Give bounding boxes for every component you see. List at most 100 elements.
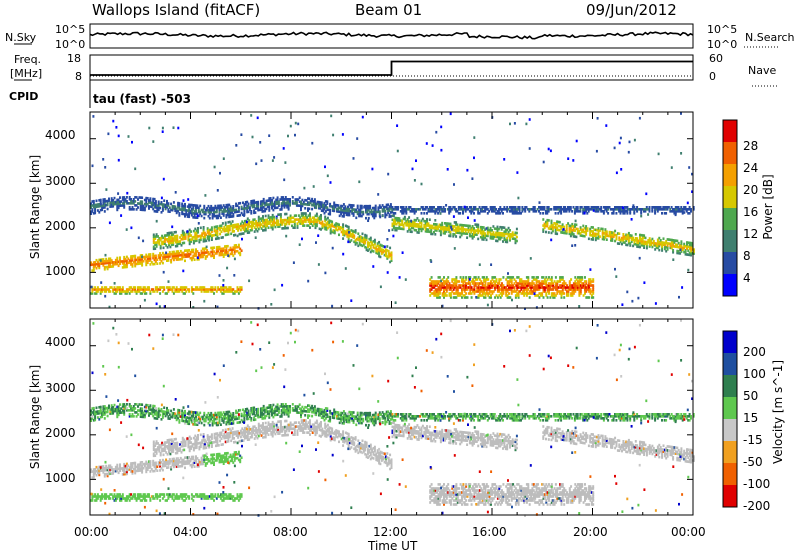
- power-cell: [263, 228, 266, 232]
- power-cell: [95, 203, 98, 207]
- power-cell: [214, 210, 217, 214]
- power-cell: [186, 215, 189, 218]
- power-cell: [666, 244, 669, 247]
- power-cell: [157, 256, 160, 259]
- velocity-cell: [159, 463, 162, 466]
- power-cell: [250, 210, 253, 213]
- power-cell: [341, 133, 344, 136]
- power-cell: [341, 204, 344, 208]
- power-cell: [318, 227, 321, 231]
- power-cell: [594, 206, 597, 209]
- power-cell: [439, 206, 442, 209]
- power-cell: [549, 282, 552, 285]
- power-cell: [378, 244, 381, 248]
- power-cell: [245, 227, 248, 231]
- power-cell: [351, 233, 354, 237]
- power-cell: [316, 202, 319, 206]
- power-cell: [470, 206, 473, 209]
- power-cell: [166, 238, 169, 241]
- power-cell: [186, 205, 189, 208]
- power-cell: [497, 212, 500, 215]
- power-cell: [641, 242, 644, 245]
- power-cell: [176, 242, 179, 246]
- power-cell: [379, 285, 382, 289]
- power-cell: [655, 242, 658, 245]
- power-cell: [235, 208, 238, 212]
- power-cell: [408, 208, 411, 211]
- power-cell: [398, 227, 401, 230]
- power-cell: [154, 237, 157, 241]
- power-cell: [124, 265, 127, 269]
- power-cell: [295, 198, 298, 201]
- power-cell: [597, 229, 600, 232]
- power-cell: [559, 290, 562, 293]
- power-cell: [229, 286, 232, 289]
- power-cell: [213, 254, 215, 258]
- power-cell: [249, 221, 252, 224]
- power-cell: [537, 286, 539, 289]
- power-cell: [139, 258, 142, 261]
- power-cell: [203, 290, 206, 293]
- power-cell: [590, 284, 593, 287]
- power-cell: [361, 236, 364, 240]
- power-cell: [206, 237, 209, 240]
- power-cell: [216, 237, 219, 240]
- power-cell: [618, 242, 621, 246]
- power-cell: [119, 262, 121, 266]
- power-cell: [116, 200, 119, 204]
- power-cell: [424, 208, 427, 211]
- power-cell: [352, 157, 355, 160]
- power-cell: [197, 258, 200, 261]
- power-cell: [630, 208, 633, 211]
- power-cell: [321, 226, 324, 230]
- power-cell: [451, 290, 454, 293]
- power-cell: [405, 208, 408, 211]
- power-cell: [116, 260, 119, 264]
- power-cell: [218, 251, 221, 255]
- power-cell: [681, 246, 684, 250]
- power-cell: [594, 208, 597, 211]
- power-cell: [586, 288, 589, 291]
- power-cell: [222, 249, 225, 252]
- power-cell: [438, 296, 441, 299]
- power-cell: [161, 242, 164, 246]
- power-cell: [210, 250, 213, 254]
- power-cell: [661, 245, 664, 248]
- power-cell: [219, 208, 222, 212]
- power-cell: [262, 221, 264, 224]
- power-cell: [219, 290, 222, 293]
- power-cell: [356, 212, 359, 216]
- power-cell: [441, 292, 444, 295]
- power-cell: [495, 278, 498, 281]
- power-cell: [251, 203, 254, 207]
- velocity-cell: [148, 460, 150, 463]
- power-cell: [200, 255, 203, 259]
- power-cell: [538, 286, 541, 289]
- power-cell: [687, 212, 690, 215]
- power-cell: [589, 231, 592, 235]
- power-cell: [444, 282, 447, 285]
- power-cell: [349, 234, 351, 238]
- power-cell: [547, 227, 550, 230]
- power-cell: [481, 286, 484, 289]
- power-cell: [228, 226, 231, 230]
- power-cell: [521, 208, 524, 211]
- power-cell: [340, 210, 343, 214]
- power-cell: [113, 261, 116, 264]
- power-cell: [141, 206, 144, 210]
- power-cell: [486, 303, 489, 307]
- power-cell: [220, 236, 223, 240]
- power-cell: [166, 232, 169, 235]
- power-cell: [157, 208, 160, 212]
- power-cell: [459, 235, 462, 239]
- power-cell: [598, 208, 601, 211]
- power-cell: [509, 237, 511, 240]
- power-cell: [388, 207, 391, 210]
- power-cell: [273, 206, 276, 210]
- power-cell: [436, 288, 439, 291]
- power-cell: [546, 208, 549, 211]
- velocity-cell: [186, 462, 189, 465]
- power-cell: [462, 224, 464, 227]
- power-cell: [472, 278, 474, 281]
- power-cell: [535, 284, 538, 287]
